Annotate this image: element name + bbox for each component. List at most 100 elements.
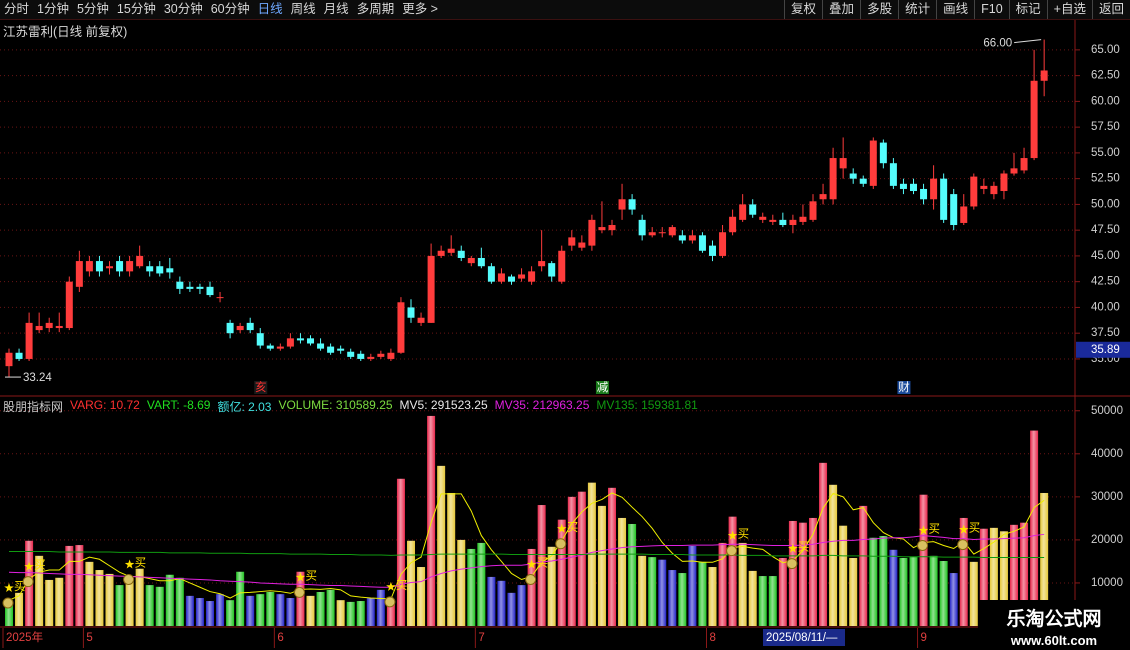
period-tab[interactable]: 周线 (290, 2, 316, 16)
volume-bar (688, 545, 697, 626)
candle-body (327, 346, 335, 353)
candle-body (467, 257, 475, 264)
tool-button[interactable]: 统计 (898, 0, 936, 19)
volume-bar (427, 415, 436, 626)
tool-button[interactable]: 返回 (1091, 0, 1130, 19)
candle-body (769, 219, 777, 222)
buy-star (727, 530, 738, 540)
volume-bar (346, 601, 355, 626)
money-bag (726, 545, 738, 557)
money-bag (555, 538, 567, 550)
volume-bar (15, 592, 24, 626)
tool-button[interactable]: F10 (974, 0, 1009, 19)
y-tick-label: 50.00 (1091, 198, 1120, 210)
volume-bar (226, 600, 235, 626)
candle-body (266, 345, 274, 349)
y-tick-label: 50000 (1091, 405, 1123, 417)
candle-body (196, 286, 204, 289)
indicator-header: 股朋指标网 VARG: 10.72 VART: -8.69 额亿: 2.03 VOLUM… (3, 398, 698, 415)
tool-button[interactable]: 标记 (1008, 0, 1047, 19)
x-tick-label: 8 (710, 632, 716, 644)
candle-body (588, 219, 596, 246)
volume-bar (437, 465, 446, 626)
volume-bar (5, 600, 13, 626)
tool-button[interactable]: +自选 (1046, 0, 1092, 19)
money-bag (917, 539, 929, 551)
candle-body (55, 325, 63, 329)
period-tab[interactable]: 60分钟 (210, 2, 250, 16)
tool-button[interactable]: 多股 (860, 0, 898, 19)
y-tick-label: 10000 (1091, 577, 1123, 589)
volume-bar (899, 557, 908, 626)
buy-label: 买 (929, 523, 941, 536)
volume-bar (175, 577, 184, 626)
buy-label: 买 (969, 522, 981, 535)
money-bag (957, 539, 969, 551)
volume-bar (517, 585, 526, 626)
candle-body (1000, 173, 1008, 192)
candle-body (558, 250, 566, 282)
period-tab[interactable]: 更多 > (402, 2, 438, 16)
period-tab[interactable]: 30分钟 (163, 2, 203, 16)
volume-bar (809, 517, 817, 626)
buy-star (295, 572, 306, 582)
candle-body (1040, 70, 1048, 81)
event-label: 减 (597, 381, 609, 394)
candle-body (407, 307, 415, 318)
cursor-price-box (1076, 341, 1130, 358)
event-box (254, 381, 268, 394)
candle-body (960, 206, 968, 223)
candle-body (377, 353, 385, 357)
volume-bar (979, 528, 988, 626)
indicator-value: MV135: 159381.81 (596, 398, 698, 412)
candle-body (296, 338, 304, 341)
volume-bar (557, 519, 566, 626)
period-tab[interactable]: 分时 (4, 2, 30, 16)
indicator-value: VART: -8.69 (146, 398, 211, 412)
volume-bar (758, 576, 767, 626)
x-tick-label: 2025年 (6, 630, 43, 644)
period-tab[interactable]: 多周期 (356, 2, 395, 16)
period-tab[interactable]: 1分钟 (37, 2, 69, 16)
volume-bar (889, 549, 898, 626)
security-title: 江苏雷利(日线 前复权) (3, 25, 128, 39)
volume-bar (35, 555, 44, 626)
buy-star (557, 523, 567, 533)
candle-body (859, 178, 867, 184)
volume-bar (356, 601, 365, 626)
period-tab[interactable]: 日线 (257, 2, 283, 16)
y-tick-label: 45.00 (1091, 250, 1120, 262)
volume-bar (909, 557, 918, 626)
volume-bar (407, 540, 415, 626)
tool-button[interactable]: 叠加 (822, 0, 860, 19)
tool-button[interactable]: 画线 (936, 0, 974, 19)
candle-body (668, 227, 676, 236)
candle-body (729, 216, 737, 233)
candle-body (1010, 168, 1018, 174)
volume-bar (708, 567, 717, 626)
period-tab[interactable]: 5分钟 (76, 2, 109, 16)
candle-body (317, 343, 325, 349)
buy-star (386, 581, 396, 591)
buy-star (4, 583, 14, 592)
extreme-label: 33.24 (23, 372, 52, 384)
candle-body (427, 255, 435, 323)
watermark: 乐淘公式网 www.60lt.com (978, 600, 1130, 650)
period-tab[interactable]: 15分钟 (116, 2, 156, 16)
volume-bar (849, 557, 858, 626)
volume-bar (999, 531, 1008, 626)
candle-body (970, 176, 978, 207)
volume-bar (135, 568, 144, 626)
volume-bar (497, 580, 506, 626)
candle-body (698, 235, 706, 251)
volume-bar (216, 594, 225, 626)
volume-bar (567, 496, 576, 626)
tool-button[interactable]: 复权 (784, 0, 822, 19)
period-tab[interactable]: 月线 (323, 2, 349, 16)
candle-body (849, 173, 857, 179)
volume-bar (768, 576, 777, 626)
volume-bar (396, 478, 405, 626)
volume-bar (919, 494, 928, 626)
candle-body (538, 261, 546, 267)
